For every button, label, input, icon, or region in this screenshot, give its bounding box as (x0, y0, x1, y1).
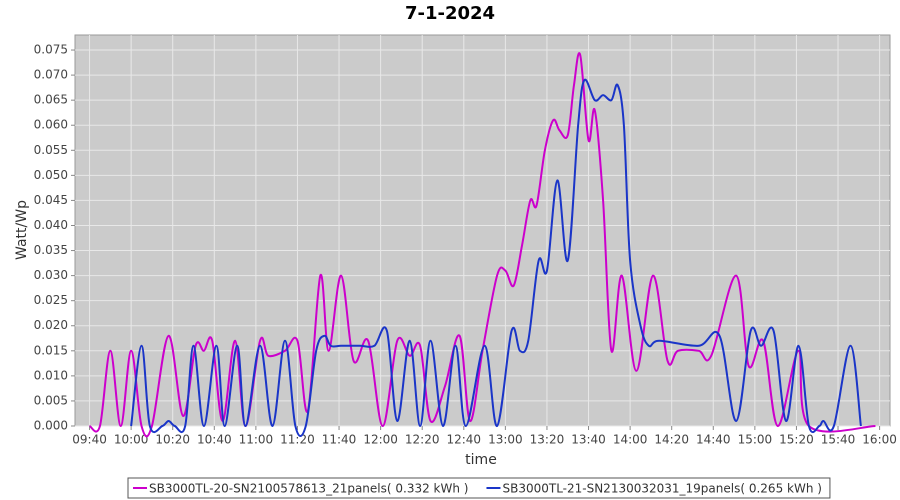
y-tick-label: 0.015 (34, 343, 68, 357)
x-tick-label: 14:20 (654, 433, 689, 447)
x-tick-label: 12:20 (405, 433, 440, 447)
x-tick-label: 14:00 (613, 433, 648, 447)
x-tick-label: 13:20 (530, 433, 565, 447)
y-tick-label: 0.025 (34, 293, 68, 307)
x-tick-label: 11:20 (280, 433, 315, 447)
x-tick-label: 13:40 (571, 433, 606, 447)
y-tick-label: 0.060 (34, 118, 68, 132)
y-tick-label: 0.070 (34, 68, 68, 82)
y-axis-title: Watt/Wp (14, 200, 30, 260)
legend (127, 477, 831, 499)
series-line (89, 52, 876, 438)
x-tick-label: 16:00 (862, 433, 897, 447)
x-tick-label: 14:40 (696, 433, 731, 447)
x-tick-label: 13:00 (488, 433, 523, 447)
y-tick-label: 0.045 (34, 193, 68, 207)
y-tick-label: 0.065 (34, 93, 68, 107)
x-axis-title: time (465, 452, 497, 468)
y-tick-label: 0.005 (34, 393, 68, 407)
x-tick-label: 09:40 (72, 433, 107, 447)
y-tick-label: 0.020 (34, 318, 68, 332)
y-tick-label: 0.055 (34, 143, 68, 157)
x-tick-label: 10:20 (155, 433, 190, 447)
x-tick-label: 11:40 (322, 433, 357, 447)
x-tick-label: 12:00 (363, 433, 398, 447)
x-tick-label: 15:20 (779, 433, 814, 447)
x-tick-label: 11:00 (239, 433, 274, 447)
y-tick-label: 0.040 (34, 218, 68, 232)
y-tick-label: 0.010 (34, 368, 68, 382)
y-tick-label: 0.035 (34, 243, 68, 257)
x-tick-label: 10:00 (114, 433, 149, 447)
legend-label: SB3000TL-21-SN2130032031_19panels( 0.265… (502, 482, 821, 496)
y-tick-label: 0.050 (34, 168, 68, 182)
x-tick-label: 12:40 (446, 433, 481, 447)
y-tick-label: 0.000 (34, 419, 68, 433)
x-tick-label: 15:00 (738, 433, 773, 447)
y-tick-label: 0.030 (34, 268, 68, 282)
x-tick-label: 10:40 (197, 433, 232, 447)
y-tick-label: 0.075 (34, 43, 68, 57)
legend-label: SB3000TL-20-SN2100578613_21panels( 0.332… (149, 482, 468, 496)
chart-title: 7-1-2024 (405, 3, 495, 24)
series-line (130, 78, 862, 438)
x-tick-label: 15:40 (821, 433, 856, 447)
